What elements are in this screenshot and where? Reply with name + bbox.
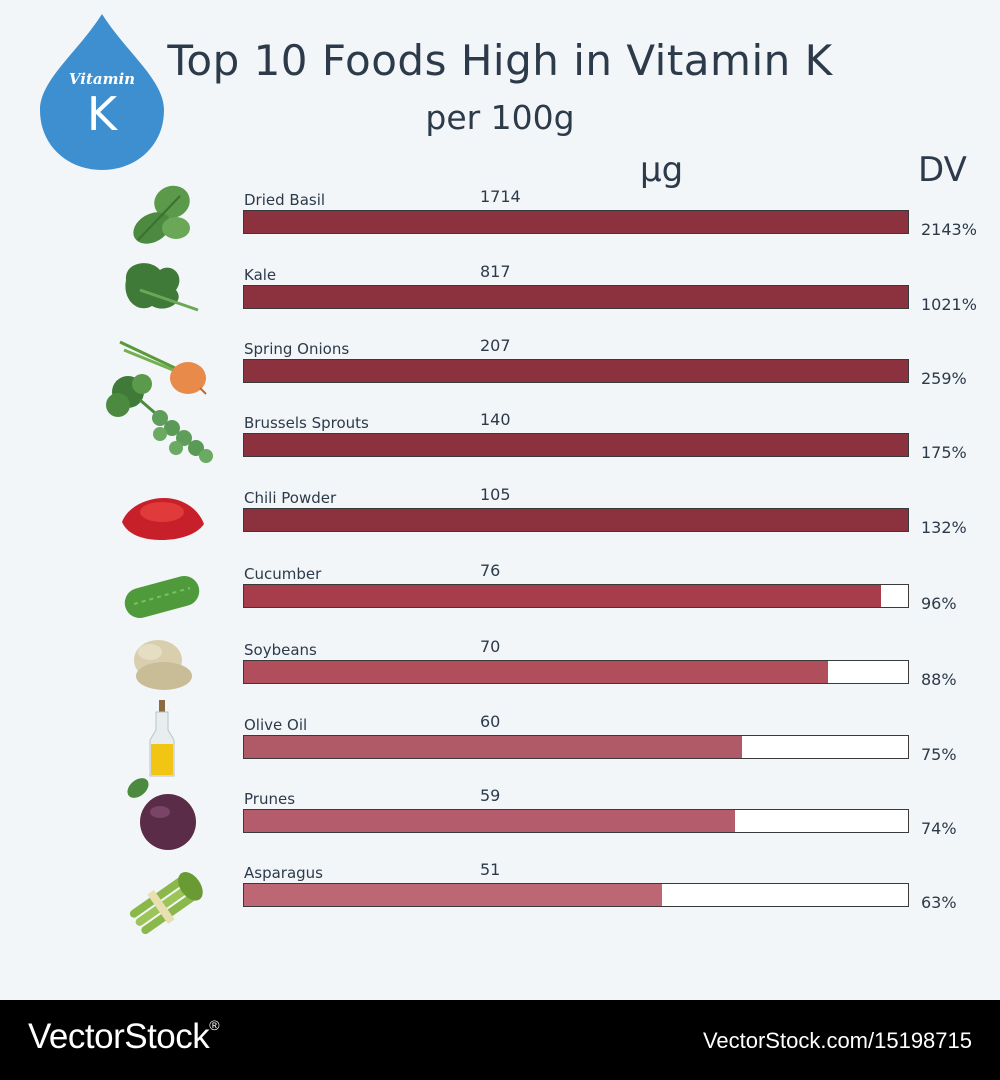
bar-fill: [244, 810, 736, 832]
bar-fill: [244, 434, 908, 456]
amount-value-label: 60: [480, 712, 501, 731]
bar-track: [243, 508, 909, 532]
food-name-label: Asparagus: [244, 864, 323, 882]
kale-icon: [125, 263, 199, 312]
bar-track: [243, 210, 909, 234]
dv-percent-label: 88%: [921, 670, 957, 689]
chart-row: Cucumber 76 96%: [0, 561, 1000, 640]
dv-percent-label: 132%: [921, 518, 967, 537]
bar-fill: [244, 585, 882, 607]
footer-brand-superscript: ®: [209, 1017, 220, 1033]
brussels-sprouts-icon: [106, 374, 213, 463]
amount-value-label: 140: [480, 410, 511, 429]
amount-column-header: μg: [640, 150, 684, 190]
food-illustrations: [106, 185, 213, 935]
chart-row: Chili Powder 105 132%: [0, 485, 1000, 564]
water-drop-icon: [40, 14, 164, 170]
bar-track: [243, 285, 909, 309]
dv-percent-label: 175%: [921, 443, 967, 462]
dv-percent-label: 2143%: [921, 220, 977, 239]
dv-column-header: DV: [918, 150, 967, 190]
dv-percent-label: 96%: [921, 594, 957, 613]
bar-fill: [244, 884, 663, 906]
chart-row: Asparagus 51 63%: [0, 860, 1000, 939]
amount-value-label: 105: [480, 485, 511, 504]
food-name-label: Chili Powder: [244, 489, 337, 507]
basil-icon: [133, 185, 190, 244]
amount-value-label: 207: [480, 336, 511, 355]
dv-percent-label: 1021%: [921, 295, 977, 314]
food-name-label: Cucumber: [244, 565, 322, 583]
food-name-label: Prunes: [244, 790, 296, 808]
amount-value-label: 70: [480, 637, 501, 656]
chart-row: Kale 817 1021%: [0, 262, 1000, 341]
dv-percent-label: 259%: [921, 369, 967, 388]
chart-row: Brussels Sprouts 140 175%: [0, 410, 1000, 489]
chart-row: Dried Basil 1714 2143%: [0, 187, 1000, 266]
dv-percent-label: 63%: [921, 893, 957, 912]
soybeans-icon: [134, 640, 192, 690]
cucumber-icon: [124, 576, 200, 618]
bar-track: [243, 660, 909, 684]
food-name-label: Kale: [244, 266, 277, 284]
amount-value-label: 817: [480, 262, 511, 281]
bar-fill: [244, 360, 908, 382]
footer-brand: VectorStock®: [28, 1017, 220, 1057]
amount-value-label: 51: [480, 860, 501, 879]
amount-value-label: 59: [480, 786, 501, 805]
chart-row: Olive Oil 60 75%: [0, 712, 1000, 791]
chili-powder-icon: [122, 498, 204, 540]
asparagus-icon: [129, 872, 203, 935]
food-name-label: Dried Basil: [244, 191, 326, 209]
chart-row: Spring Onions 207 259%: [0, 336, 1000, 415]
bar-track: [243, 735, 909, 759]
spring-onion-icon: [119, 340, 207, 395]
chart-row: Prunes 59 74%: [0, 786, 1000, 865]
food-name-label: Olive Oil: [244, 716, 308, 734]
olive-oil-icon: [149, 700, 175, 777]
amount-value-label: 76: [480, 561, 501, 580]
bar-fill: [244, 509, 908, 531]
bar-fill: [244, 736, 742, 758]
bar-track: [243, 883, 909, 907]
chart-row: Soybeans 70 88%: [0, 637, 1000, 716]
badge-letter-text: K: [86, 87, 118, 141]
footer-url: VectorStock.com/15198715: [702, 1028, 972, 1053]
footer-bar: VectorStock® VectorStock.com/15198715: [0, 1000, 1000, 1080]
dv-percent-label: 75%: [921, 745, 957, 764]
bar-fill: [244, 661, 829, 683]
footer-brand-text: VectorStock: [28, 1017, 210, 1056]
food-name-label: Soybeans: [244, 641, 317, 659]
bar-fill: [244, 211, 908, 233]
food-name-label: Brussels Sprouts: [244, 414, 369, 432]
food-name-label: Spring Onions: [244, 340, 350, 358]
dv-percent-label: 74%: [921, 819, 957, 838]
amount-value-label: 1714: [480, 187, 521, 206]
bar-track: [243, 433, 909, 457]
bar-track: [243, 809, 909, 833]
badge-vitamin-text: Vitamin: [68, 70, 136, 88]
bar-track: [243, 359, 909, 383]
bar-fill: [244, 286, 908, 308]
bar-track: [243, 584, 909, 608]
page-subtitle: per 100g: [425, 98, 575, 137]
page-title: Top 10 Foods High in Vitamin K: [167, 36, 833, 85]
prune-icon: [127, 778, 196, 850]
